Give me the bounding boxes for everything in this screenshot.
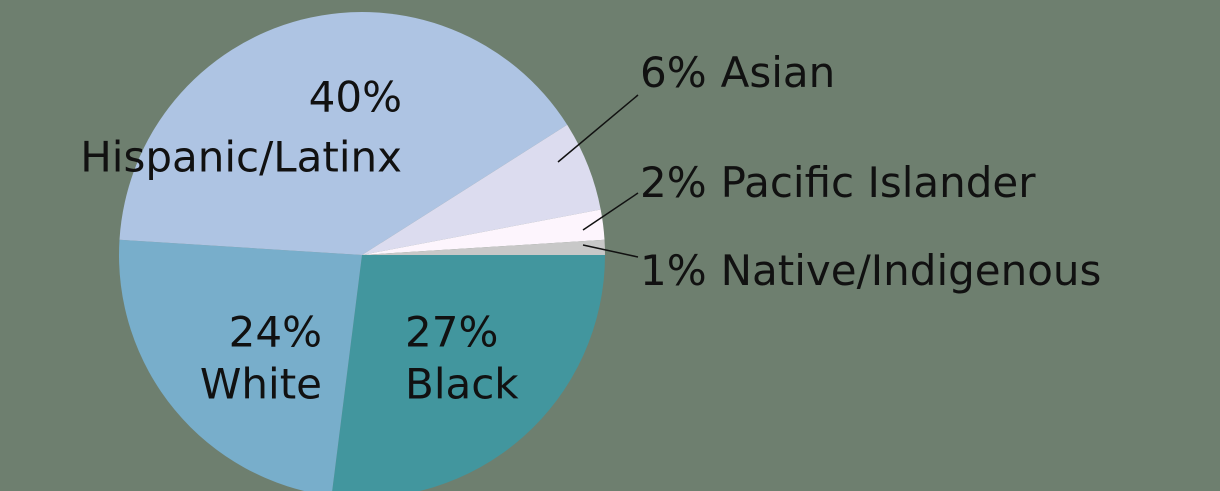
slice-value-label: 1% [640, 246, 707, 295]
slice-category-label: White [200, 360, 322, 409]
slice-label: 1% Native/Indigenous [640, 246, 1101, 295]
leader-line [582, 192, 639, 231]
slice-category-label: Native/Indigenous [721, 246, 1102, 295]
slice-value-label: 40% [309, 73, 402, 122]
slice-value-label: 24% [229, 308, 322, 357]
slice-category-label: Hispanic/Latinx [80, 133, 402, 182]
pie-slice [119, 239, 362, 491]
slice-value-label: 6% [640, 48, 707, 97]
pie-slice [362, 209, 605, 255]
slice-category-label: Pacific Islander [721, 158, 1037, 207]
leader-line [582, 244, 639, 258]
pie-slice [362, 124, 601, 255]
pie-slice [362, 239, 605, 255]
pie-slice [119, 11, 568, 255]
slice-value-label: 2% [640, 158, 707, 207]
slice-category-label: Asian [721, 48, 836, 97]
slice-label: 2% Pacific Islander [640, 158, 1036, 207]
pie-slice [332, 255, 605, 491]
leader-line [557, 94, 639, 163]
slice-category-label: Black [405, 360, 519, 409]
slice-value-label: 27% [405, 308, 498, 357]
slice-label: 6% Asian [640, 48, 835, 97]
